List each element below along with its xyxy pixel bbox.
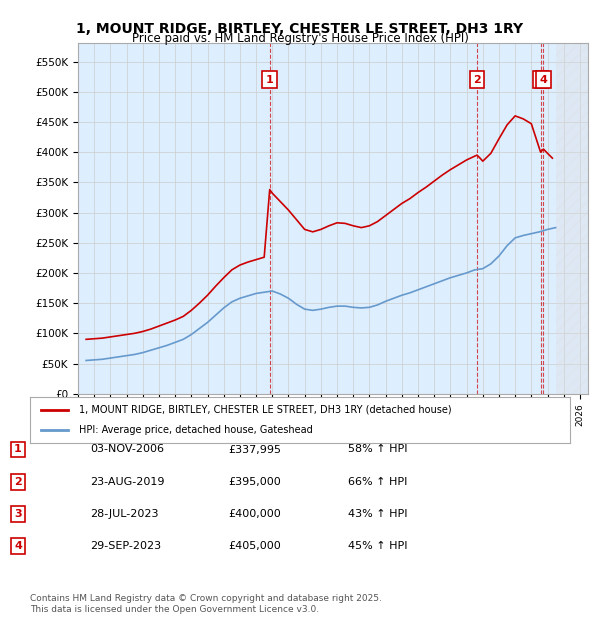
- Text: 4: 4: [539, 74, 547, 85]
- Text: 23-AUG-2019: 23-AUG-2019: [90, 477, 164, 487]
- Text: 3: 3: [537, 74, 544, 85]
- Text: 1, MOUNT RIDGE, BIRTLEY, CHESTER LE STREET, DH3 1RY (detached house): 1, MOUNT RIDGE, BIRTLEY, CHESTER LE STRE…: [79, 405, 451, 415]
- Text: 58% ↑ HPI: 58% ↑ HPI: [348, 445, 407, 454]
- Text: 3: 3: [14, 509, 22, 519]
- Text: £395,000: £395,000: [228, 477, 281, 487]
- Text: £405,000: £405,000: [228, 541, 281, 551]
- Text: £337,995: £337,995: [228, 445, 281, 454]
- Text: 1: 1: [266, 74, 274, 85]
- Text: Contains HM Land Registry data © Crown copyright and database right 2025.
This d: Contains HM Land Registry data © Crown c…: [30, 595, 382, 614]
- Text: 1: 1: [14, 445, 22, 454]
- Bar: [556, 43, 588, 394]
- Text: 1, MOUNT RIDGE, BIRTLEY, CHESTER LE STREET, DH3 1RY: 1, MOUNT RIDGE, BIRTLEY, CHESTER LE STRE…: [76, 22, 524, 36]
- Text: 2: 2: [473, 74, 481, 85]
- Text: HPI: Average price, detached house, Gateshead: HPI: Average price, detached house, Gate…: [79, 425, 313, 435]
- Text: 45% ↑ HPI: 45% ↑ HPI: [348, 541, 407, 551]
- Text: 2: 2: [14, 477, 22, 487]
- Text: 43% ↑ HPI: 43% ↑ HPI: [348, 509, 407, 519]
- Text: 28-JUL-2023: 28-JUL-2023: [90, 509, 158, 519]
- Text: 03-NOV-2006: 03-NOV-2006: [90, 445, 164, 454]
- Text: 4: 4: [14, 541, 22, 551]
- Text: 66% ↑ HPI: 66% ↑ HPI: [348, 477, 407, 487]
- Text: Price paid vs. HM Land Registry's House Price Index (HPI): Price paid vs. HM Land Registry's House …: [131, 32, 469, 45]
- Text: 29-SEP-2023: 29-SEP-2023: [90, 541, 161, 551]
- Text: £400,000: £400,000: [228, 509, 281, 519]
